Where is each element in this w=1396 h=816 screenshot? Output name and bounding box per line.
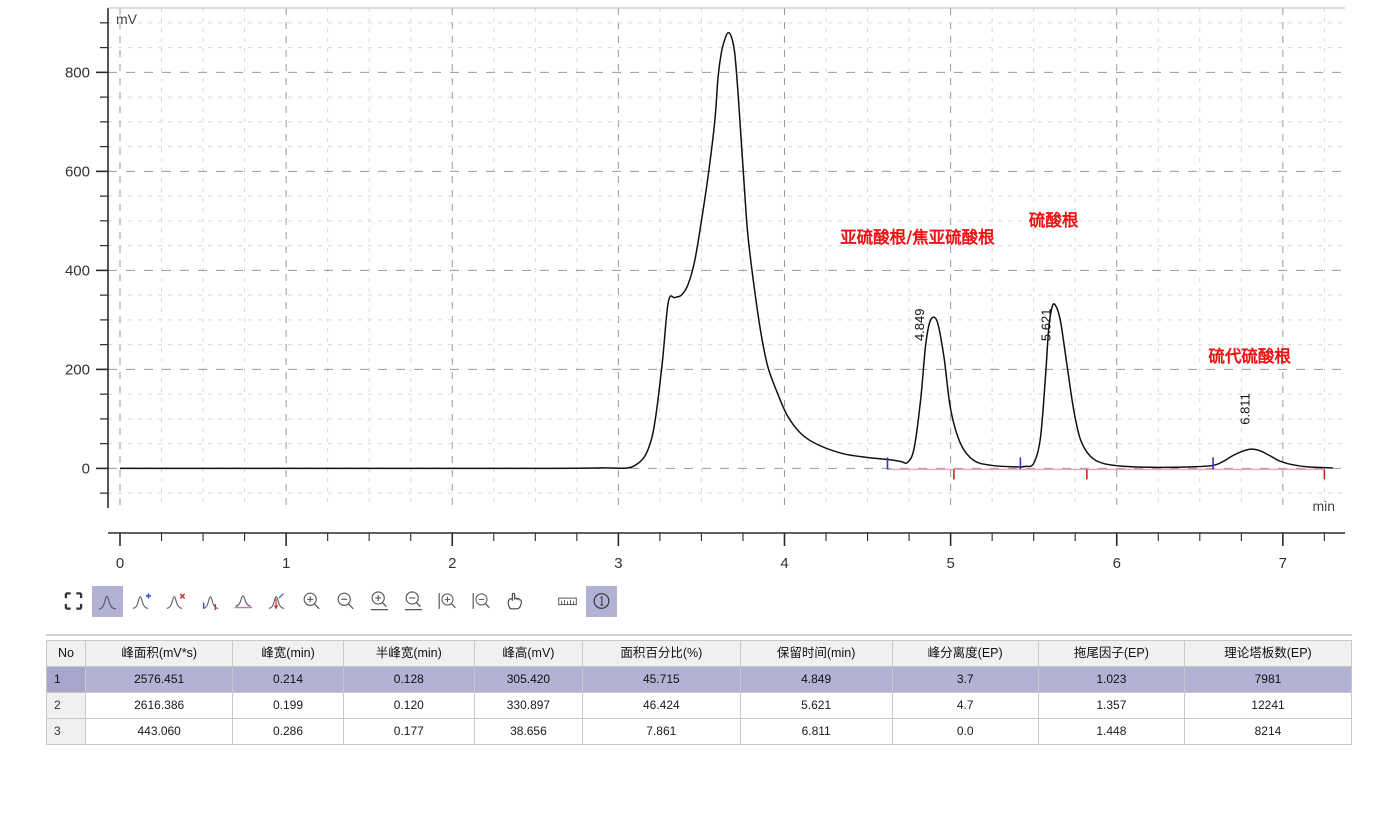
table-column-header[interactable]: 半峰宽(min) [342, 640, 475, 667]
zoom-in-x-icon[interactable] [432, 586, 463, 617]
peak-name-label: 硫酸根 [1029, 210, 1079, 230]
table-cell[interactable]: 6.811 [739, 718, 893, 745]
table-column-header[interactable]: 峰高(mV) [473, 640, 583, 667]
x-axis-unit-label: min [1312, 498, 1335, 514]
peak-name-label: 亚硫酸根/焦亚硫酸根 [840, 227, 995, 247]
x-tick-label: 5 [946, 555, 954, 572]
table-cell[interactable]: 305.420 [473, 666, 583, 693]
table-cell[interactable]: 4.849 [739, 666, 893, 693]
chromatogram-trace[interactable] [120, 31, 1333, 470]
table-cell[interactable]: 45.715 [581, 666, 741, 693]
table-cell[interactable]: 12241 [1183, 692, 1353, 719]
table-body[interactable]: 1 2576.451 0.214 0.128 305.420 45.715 4.849 3.7… [46, 666, 1353, 745]
table-column-header[interactable]: 峰分离度(EP) [891, 640, 1039, 667]
grid-lines [108, 8, 1345, 508]
x-tick-label: 7 [1279, 555, 1287, 572]
table-cell[interactable]: 0.286 [232, 718, 344, 745]
ruler-icon[interactable] [552, 586, 583, 617]
peak-results-table[interactable]: No 峰面积(mV*s) 峰宽(min) 半峰宽(min) 峰高(mV) 面积百分比(%)… [46, 640, 1353, 745]
peak-retention-time-label: 6.811 [1238, 393, 1253, 425]
chromatogram-toolbar[interactable] [0, 580, 1396, 622]
chromatogram-svg[interactable]: 亚硫酸根/焦亚硫酸根4.849硫酸根5.621硫代硫酸根6.8110200400… [0, 0, 1396, 578]
y-tick-label: 400 [65, 262, 90, 279]
zoom-in-icon[interactable] [296, 586, 327, 617]
table-cell[interactable]: 7981 [1183, 666, 1353, 693]
zoom-out-y-icon[interactable] [398, 586, 429, 617]
table-top-separator [46, 634, 1352, 636]
table-cell[interactable]: 8214 [1183, 718, 1353, 745]
table-cell[interactable]: 0.214 [232, 666, 344, 693]
channel-one-icon[interactable] [586, 585, 617, 617]
table-row[interactable]: 1 2576.451 0.214 0.128 305.420 45.715 4.849 3.7… [46, 666, 1353, 693]
table-header-row: No 峰面积(mV*s) 峰宽(min) 半峰宽(min) 峰高(mV) 面积百分比(%)… [46, 640, 1353, 667]
table-cell[interactable]: 2616.386 [84, 692, 234, 719]
zoom-in-y-icon[interactable] [364, 586, 395, 617]
peak-split-icon[interactable] [194, 586, 225, 617]
y-tick-label: 600 [65, 163, 90, 180]
row-index-cell[interactable]: 1 [46, 666, 86, 693]
zoom-out-x-icon[interactable] [466, 586, 497, 617]
table-row[interactable]: 2 2616.386 0.199 0.120 330.897 46.424 5.621 4.7… [46, 692, 1353, 719]
x-tick-label: 3 [614, 555, 622, 572]
table-column-header[interactable]: 峰宽(min) [232, 640, 344, 667]
table-column-header[interactable]: 保留时间(min) [739, 640, 893, 667]
table-cell[interactable]: 0.128 [342, 666, 475, 693]
peak-shoulder-icon[interactable] [262, 586, 293, 617]
x-tick-label: 4 [780, 555, 788, 572]
table-cell[interactable]: 1.448 [1037, 718, 1185, 745]
table-cell[interactable]: 1.023 [1037, 666, 1185, 693]
table-cell[interactable]: 0.199 [232, 692, 344, 719]
peak-delete-icon[interactable] [160, 586, 191, 617]
table-column-header[interactable]: 面积百分比(%) [581, 640, 741, 667]
y-tick-label: 200 [65, 361, 90, 378]
chromatogram-panel[interactable]: 亚硫酸根/焦亚硫酸根 4.849 硫酸根 5.621 硫代硫酸根 6.811 0 200 400… [0, 0, 1396, 578]
peak-annotations: 亚硫酸根/焦亚硫酸根 4.849 硫酸根 5.621 硫代硫酸根 6.811 [840, 210, 1291, 425]
table-column-header[interactable]: 理论塔板数(EP) [1183, 640, 1353, 667]
row-index-cell[interactable]: 2 [46, 692, 86, 719]
table-cell[interactable]: 0.177 [342, 718, 475, 745]
y-tick-label: 0 [82, 460, 90, 477]
table-cell[interactable]: 7.861 [581, 718, 741, 745]
tick-labels: 0 200 400 600 800 0 1 2 3 4 5 6 7 mV min [65, 11, 1335, 572]
axes [96, 7, 1345, 546]
table-column-header[interactable]: 拖尾因子(EP) [1037, 640, 1185, 667]
peak-retention-time-label: 5.621 [1038, 309, 1053, 342]
x-tick-label: 0 [116, 555, 124, 572]
table-cell[interactable]: 38.656 [473, 718, 583, 745]
zoom-out-icon[interactable] [330, 586, 361, 617]
x-tick-label: 2 [448, 555, 456, 572]
signal-trace[interactable] [120, 31, 1333, 470]
y-tick-label: 800 [65, 64, 90, 81]
select-region-icon[interactable] [58, 586, 89, 617]
x-tick-label: 1 [282, 555, 290, 572]
table-header: No 峰面积(mV*s) 峰宽(min) 半峰宽(min) 峰高(mV) 面积百分比(%)… [46, 640, 1353, 667]
integration-marks [886, 457, 1326, 480]
table-cell[interactable]: 3.7 [891, 666, 1039, 693]
table-column-header[interactable]: 峰面积(mV*s) [84, 640, 234, 667]
table-cell[interactable]: 330.897 [473, 692, 583, 719]
table-cell[interactable]: 1.357 [1037, 692, 1185, 719]
table-cell[interactable]: 2576.451 [84, 666, 234, 693]
table-cell[interactable]: 5.621 [739, 692, 893, 719]
peak-name-label: 硫代硫酸根 [1208, 346, 1291, 366]
table-cell[interactable]: 0.120 [342, 692, 475, 719]
table-cell[interactable]: 443.060 [84, 718, 234, 745]
table-cell[interactable]: 46.424 [581, 692, 741, 719]
table-cell[interactable]: 0.0 [891, 718, 1039, 745]
peak-baseline-icon[interactable] [228, 586, 259, 617]
peak-manual-icon[interactable] [92, 585, 123, 617]
y-axis-unit-label: mV [116, 11, 138, 27]
table-row[interactable]: 3 443.060 0.286 0.177 38.656 7.861 6.811 0.0 1.4… [46, 718, 1353, 745]
peak-add-icon[interactable] [126, 586, 157, 617]
table-cell[interactable]: 4.7 [891, 692, 1039, 719]
row-index-cell[interactable]: 3 [46, 718, 86, 745]
hand-pan-icon[interactable] [500, 586, 531, 617]
peak-retention-time-label: 4.849 [912, 308, 927, 341]
x-tick-label: 6 [1113, 555, 1121, 572]
table-column-header[interactable]: No [46, 640, 86, 667]
